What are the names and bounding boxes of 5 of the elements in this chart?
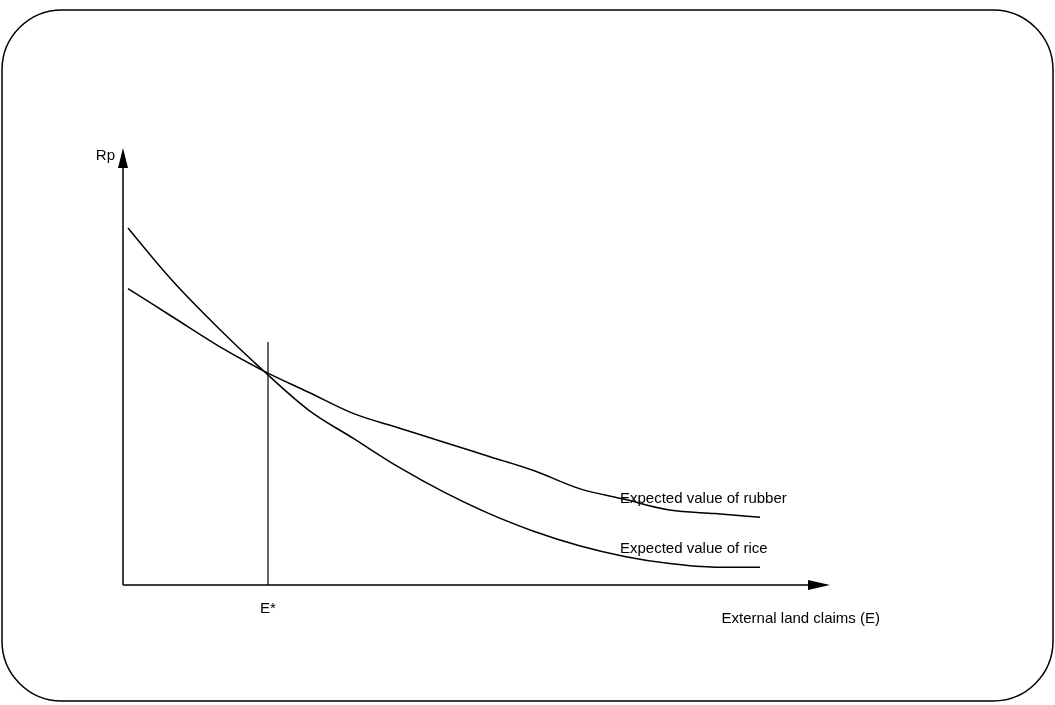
series-label: Expected value of rubber (620, 489, 787, 507)
text: E* (260, 599, 277, 616)
series-label: Expected value of rice (620, 539, 768, 557)
x-axis-title: External land claims (E) (721, 609, 880, 626)
y-axis-title: Rp (95, 146, 115, 163)
